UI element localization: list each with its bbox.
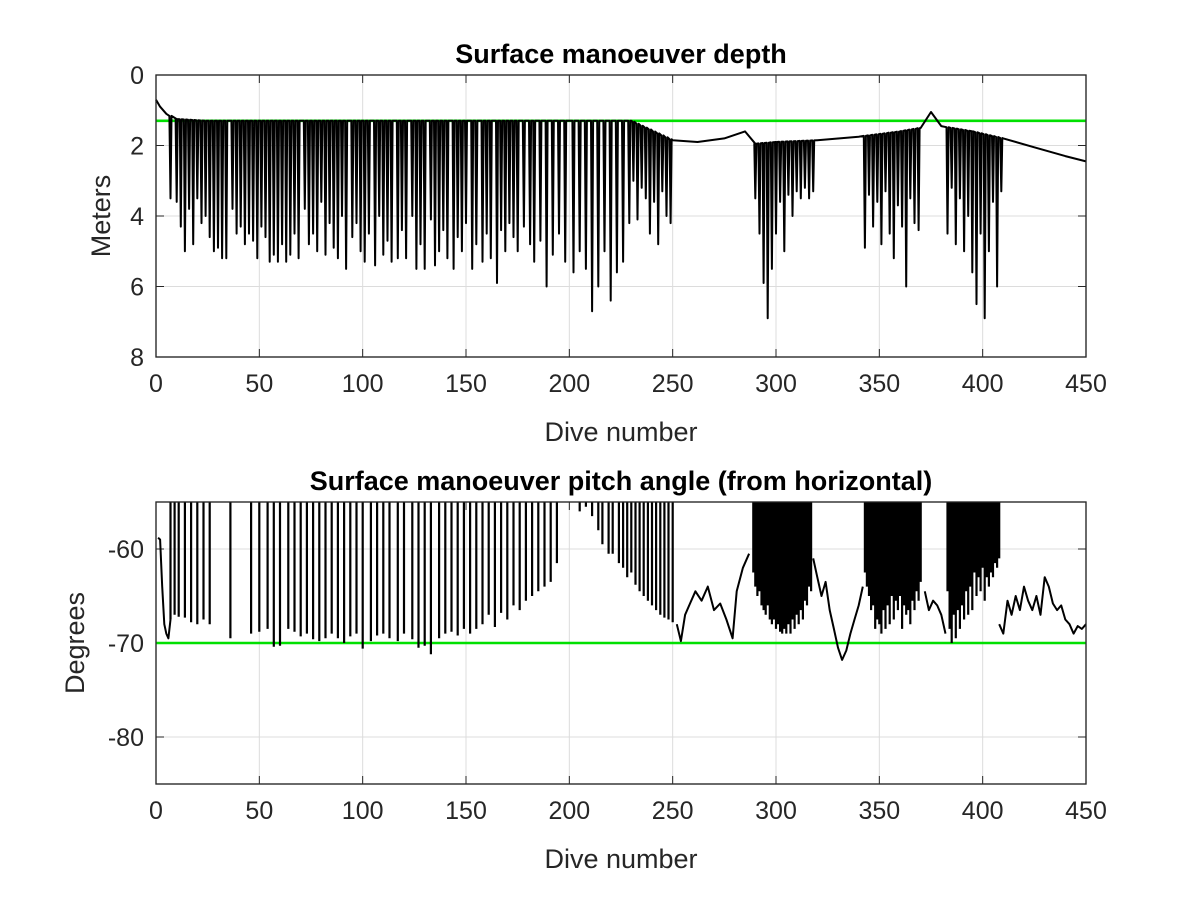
pitch-x-tick-labels: 0 50 100 150 200 250 300 350 400 450	[149, 797, 1107, 825]
pitch-y-tick-label: -80	[108, 724, 144, 752]
depth-x-tick-label: 100	[342, 370, 384, 398]
pitch-y-axis-label: Degrees	[60, 592, 90, 694]
pitch-x-axis-label: Dive number	[544, 844, 697, 874]
pitch-x-tick-label: 200	[548, 797, 590, 825]
depth-x-tick-label: 450	[1065, 370, 1107, 398]
pitch-trace	[157, 536, 1086, 661]
pitch-y-tick-label: -70	[108, 630, 144, 658]
pitch-chart-title: Surface manoeuver pitch angle (from hori…	[310, 466, 933, 496]
depth-x-tick-label: 300	[755, 370, 797, 398]
depth-x-tick-label: 0	[149, 370, 163, 398]
depth-x-tick-label: 350	[858, 370, 900, 398]
depth-x-tick-label: 200	[548, 370, 590, 398]
depth-y-tick-label: 4	[130, 203, 144, 231]
depth-y-tick-label: 2	[130, 133, 144, 161]
pitch-x-tick-label: 450	[1065, 797, 1107, 825]
depth-x-tick-label: 150	[445, 370, 487, 398]
pitch-y-tick-labels: -80 -70 -60	[108, 536, 144, 752]
depth-y-tick-label: 6	[130, 274, 144, 302]
depth-axes-frame	[155, 74, 1087, 358]
depth-x-tick-label: 400	[962, 370, 1004, 398]
pitch-spikes	[169, 502, 1001, 655]
pitch-x-tick-label: 150	[445, 797, 487, 825]
pitch-x-tick-label: 300	[755, 797, 797, 825]
depth-chart-title: Surface manoeuver depth	[455, 39, 787, 69]
pitch-axes-frame	[155, 501, 1087, 785]
depth-y-tick-labels: 0 2 4 6 8	[130, 62, 144, 372]
depth-y-tick-label: 8	[130, 344, 144, 372]
depth-x-tick-label: 50	[245, 370, 273, 398]
pitch-x-tick-label: 350	[858, 797, 900, 825]
pitch-chart: 0 50 100 150 200 250 300 350 400 450 -80 -70 -60 Su…	[60, 466, 1107, 874]
pitch-x-tick-label: 100	[342, 797, 384, 825]
pitch-y-tick-label: -60	[108, 536, 144, 564]
depth-x-axis-label: Dive number	[544, 417, 697, 447]
pitch-x-tick-label: 0	[149, 797, 163, 825]
depth-chart: 0 50 100 150 200 250 300 350 400 450 0 2 4 6 8 Surfac…	[86, 39, 1107, 447]
depth-x-tick-labels: 0 50 100 150 200 250 300 350 400 450	[149, 370, 1107, 398]
pitch-x-tick-label: 50	[245, 797, 273, 825]
pitch-x-tick-label: 400	[962, 797, 1004, 825]
depth-y-tick-label: 0	[130, 62, 144, 90]
depth-x-tick-label: 250	[652, 370, 694, 398]
depth-y-axis-label: Meters	[86, 175, 116, 258]
pitch-x-tick-label: 250	[652, 797, 694, 825]
depth-trace	[155, 99, 1087, 320]
